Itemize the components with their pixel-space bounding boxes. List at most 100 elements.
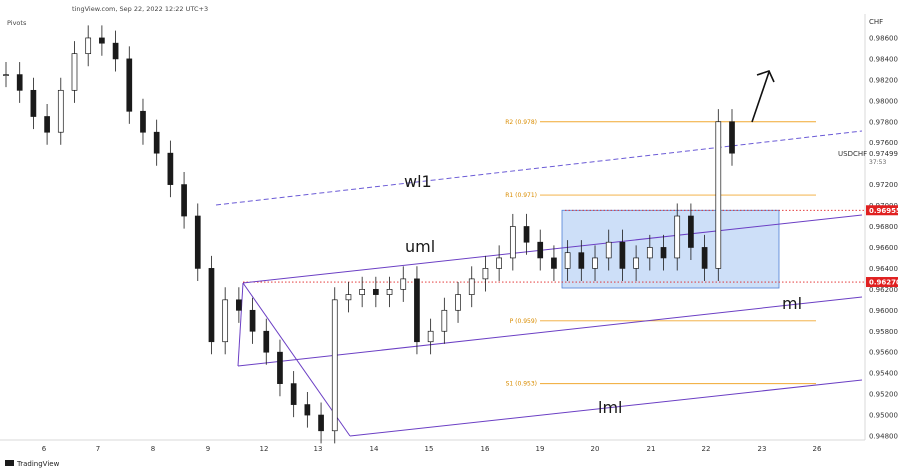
bullish-arrow-icon: [751, 70, 775, 123]
candle-body: [153, 131, 160, 154]
chart-source: tingView.com, Sep 22, 2022 12:22 UTC+3: [72, 5, 208, 13]
price-badge: [866, 205, 898, 216]
candle-body: [222, 299, 229, 343]
price-tick-label: 0.97800: [869, 118, 898, 126]
uml-label: uml: [405, 237, 435, 256]
candle-body: [112, 42, 119, 60]
candle-body: [537, 241, 544, 259]
candle-body: [729, 121, 735, 154]
time-tick-label: 7: [96, 445, 100, 453]
uml-line[interactable]: [242, 214, 863, 284]
pivot-levels: R2 (0.978) R1 (0.971) P (0.959) S1 (0.953): [505, 119, 816, 388]
tradingview-logo[interactable]: TradingView: [5, 460, 60, 468]
consolidation-range-box[interactable]: [561, 209, 780, 289]
candle-body: [674, 215, 681, 259]
price-badge-label: 0.96955: [869, 207, 900, 215]
time-tick-label: 16: [481, 445, 490, 453]
candle-body: [619, 241, 626, 269]
pivots-indicator-label[interactable]: Pivots: [7, 19, 27, 27]
candle-body: [57, 89, 64, 133]
price-badge: [866, 277, 898, 288]
time-tick-label: 20: [591, 445, 600, 453]
candle-body: [16, 74, 23, 91]
time-tick-label: 13: [314, 445, 323, 453]
candle-body: [564, 252, 571, 269]
wl1-label: wl1: [404, 172, 432, 191]
tradingview-logo-icon: [5, 460, 14, 466]
pivot-level-label: R2 (0.978): [505, 119, 537, 126]
price-tick-label: 0.98400: [869, 55, 898, 63]
price-tick-label: 0.94800: [869, 433, 898, 441]
price-tick-label: 0.95400: [869, 370, 898, 378]
symbol-label: USDCHF: [838, 150, 867, 158]
lml-line[interactable]: [349, 379, 863, 437]
candle-body: [441, 309, 448, 332]
price-tick-label: 0.98200: [869, 76, 898, 84]
candle-body: [318, 414, 324, 432]
time-tick-label: 19: [536, 445, 545, 453]
candle-body: [660, 247, 667, 259]
key-level-lines: [243, 209, 865, 283]
candle-body: [263, 330, 270, 353]
candle-body: [249, 309, 256, 332]
candle-body: [496, 257, 502, 269]
price-tick-label: 0.96200: [869, 286, 898, 294]
candle-body: [605, 241, 612, 259]
pivot-level-label: R1 (0.971): [505, 192, 537, 199]
candle-body: [701, 247, 708, 269]
candle-body: [208, 268, 215, 343]
pivot-level-label: S1 (0.953): [506, 381, 537, 388]
candle-body: [633, 257, 639, 269]
price-tick-label: 0.96000: [869, 307, 898, 315]
ml-label: ml: [782, 294, 802, 313]
time-tick-label: 8: [151, 445, 155, 453]
price-tick-label: 0.96600: [869, 244, 898, 252]
ml-median-line[interactable]: [237, 296, 863, 367]
price-tick-label: 0.97200: [869, 181, 898, 189]
time-tick-label: 15: [425, 445, 434, 453]
candle-body: [359, 289, 366, 295]
candle-body: [386, 289, 393, 295]
candle-body: [194, 215, 201, 269]
candle-body: [167, 152, 174, 185]
price-tick-label: 0.96800: [869, 223, 898, 231]
candle-body: [236, 299, 242, 311]
pivot-level-label: P (0.959): [510, 318, 537, 325]
candle-body: [414, 278, 420, 343]
candle-body: [44, 116, 50, 133]
time-tick-label: 22: [702, 445, 711, 453]
candle-body: [345, 294, 352, 301]
candle-body: [400, 278, 407, 290]
time-tick-label: 12: [260, 445, 269, 453]
price-badge-label: 0.96270: [869, 279, 900, 287]
candle-body: [290, 383, 297, 405]
candle-body: [646, 247, 653, 259]
candle-body: [3, 74, 9, 76]
price-axis[interactable]: 0.98600 0.98400 0.98200 0.98000 0.97800 0.976…: [869, 34, 898, 440]
price-tick-label: 0.95800: [869, 328, 898, 336]
candle-body: [30, 89, 37, 117]
candle-body: [277, 351, 283, 384]
candle-body: [331, 299, 338, 432]
candle-body: [509, 226, 516, 259]
price-tick-label: 0.95600: [869, 349, 898, 357]
bar-countdown: 37:53: [869, 159, 886, 166]
time-axis[interactable]: 6 7 8 9 12 13 14 15 16 19 20 21 22 23 26: [42, 445, 822, 453]
lml-label: lml: [598, 398, 622, 417]
candle-body: [71, 53, 78, 91]
candle-body: [99, 37, 105, 44]
currency-label: CHF: [869, 18, 883, 26]
candle-body: [578, 252, 585, 269]
time-tick-label: 6: [42, 445, 47, 453]
wl1-warning-line[interactable]: [215, 130, 863, 206]
time-tick-label: 26: [813, 445, 822, 453]
candle-body: [304, 404, 311, 416]
last-price-label: 0.97499: [869, 150, 898, 158]
pitchfork-handle-lower[interactable]: [237, 282, 244, 367]
candle-body: [181, 184, 187, 217]
price-tick-label: 0.98000: [869, 97, 898, 105]
time-tick-label: 21: [647, 445, 656, 453]
time-tick-label: 9: [206, 445, 210, 453]
candle-body: [140, 110, 146, 133]
